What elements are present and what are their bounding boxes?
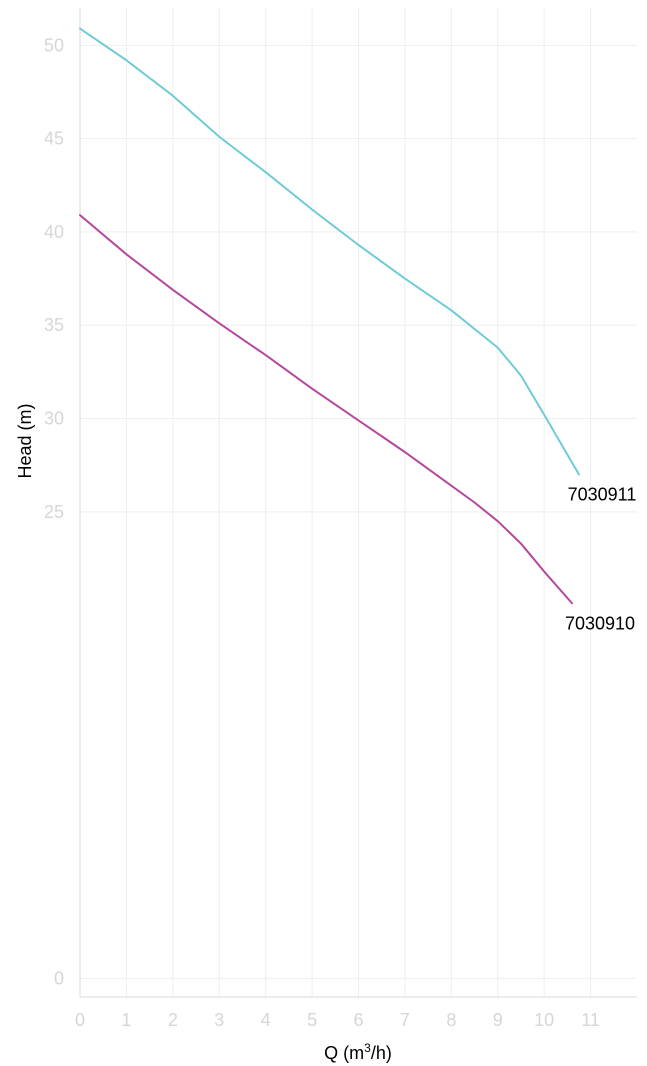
label-layer: 7030911 7030910	[565, 485, 636, 634]
y-tick-label-40: 40	[44, 222, 64, 242]
x-tick-label-7: 7	[400, 1010, 410, 1030]
x-tick-label-0: 0	[75, 1010, 85, 1030]
series-line-7030911	[79, 27, 580, 476]
series-line-7030910	[79, 214, 574, 605]
x-tick-label-8: 8	[446, 1010, 456, 1030]
x-tick-label-5: 5	[307, 1010, 317, 1030]
x-axis-title-superscript: 3	[364, 1041, 371, 1055]
series-label-7030911: 7030911	[568, 485, 637, 505]
x-tick-label-9: 9	[493, 1010, 503, 1030]
y-tick-label-45: 45	[44, 129, 64, 149]
y-tick-label-0: 0	[54, 968, 64, 988]
x-axis-title-suffix: /h)	[371, 1043, 392, 1063]
x-tick-label-6: 6	[353, 1010, 363, 1030]
x-tick-label-2: 2	[168, 1010, 178, 1030]
series-label-7030910: 7030910	[565, 613, 635, 633]
y-axis-title: Head (m)	[15, 403, 35, 478]
x-axis-title: Q (m3/h)	[324, 1041, 392, 1063]
x-tick-label-3: 3	[214, 1010, 224, 1030]
x-tick-label-10: 10	[534, 1010, 554, 1030]
y-tick-label-30: 30	[44, 409, 64, 429]
x-tick-label-11: 11	[581, 1010, 600, 1030]
x-tick-label-4: 4	[261, 1010, 271, 1030]
grid-layer	[79, 8, 637, 997]
x-axis-title-main: Q (m	[324, 1043, 364, 1063]
y-tick-label-25: 25	[44, 502, 64, 522]
x-tick-label-1: 1	[121, 1010, 131, 1030]
y-tick-label-50: 50	[44, 35, 64, 55]
y-tick-label-35: 35	[44, 315, 64, 335]
series-layer	[79, 27, 580, 605]
